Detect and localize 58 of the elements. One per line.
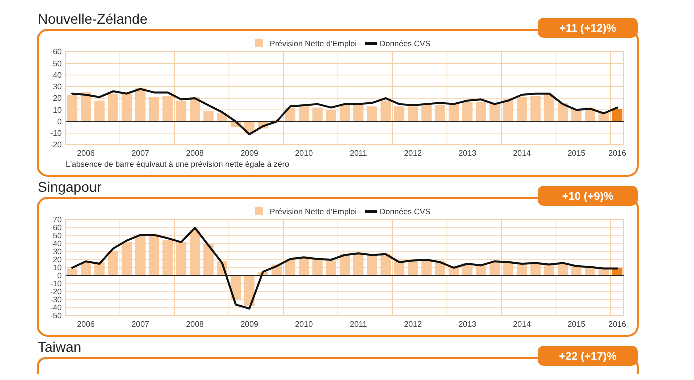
x-tick-label: 2010 (295, 149, 314, 158)
y-tick-label: -10 (50, 280, 63, 289)
legend-label: Prévision Nette d'Emploi (270, 40, 358, 49)
legend-label: Prévision Nette d'Emploi (270, 208, 358, 217)
x-tick-label: 2007 (132, 149, 150, 158)
y-tick-label: 10 (53, 264, 63, 273)
y-tick-label: 40 (53, 240, 63, 249)
y-tick-label: 60 (53, 48, 63, 57)
x-tick-label: 2015 (568, 149, 586, 158)
y-tick-label: -20 (50, 140, 63, 150)
y-tick-label: 0 (58, 272, 63, 281)
text: +10 (+9)% (562, 190, 614, 203)
x-tick-label: 2007 (132, 320, 150, 329)
text: L'absence de barre équivaut à une prévision nette égale à zéro (66, 160, 290, 169)
x-tick-label: 2014 (513, 149, 532, 158)
x-tick-label: 2009 (240, 149, 260, 158)
text: +22 (+17)% (559, 350, 617, 363)
y-tick-label: 10 (53, 106, 63, 115)
y-tick-label: -20 (50, 288, 63, 297)
y-tick-label: 0 (58, 117, 63, 126)
x-tick-label: 2006 (77, 149, 96, 158)
x-tick-label: 2010 (295, 320, 314, 329)
x-tick-label: 2006 (77, 320, 96, 329)
y-tick-label: -50 (50, 312, 63, 321)
chart-title: Nouvelle-Zélande (38, 11, 148, 27)
y-tick-label: 30 (53, 82, 63, 92)
x-tick-label: 2011 (350, 149, 368, 158)
text: +11 (+12)% (560, 22, 617, 35)
y-tick-label: -30 (50, 296, 63, 305)
x-tick-label: 2013 (458, 320, 478, 329)
x-tick-label: 2012 (404, 149, 423, 158)
x-tick-label: 2008 (186, 149, 205, 158)
y-tick-label: 50 (53, 232, 63, 241)
x-tick-label: 2016 (608, 149, 627, 158)
y-tick-label: -40 (50, 304, 63, 313)
y-tick-label: -10 (50, 129, 63, 138)
y-tick-label: 20 (53, 256, 63, 265)
x-tick-label: 2014 (513, 320, 532, 329)
line-series (71, 227, 619, 310)
bar (612, 108, 623, 122)
x-tick-label: 2011 (350, 320, 368, 329)
x-tick-label: 2016 (608, 320, 627, 329)
y-tick-label: 20 (53, 94, 63, 104)
y-tick-label: 40 (53, 70, 63, 80)
x-tick-label: 2015 (568, 320, 586, 329)
y-tick-label: 60 (53, 224, 63, 233)
y-tick-label: 50 (53, 59, 63, 68)
line-series (71, 88, 619, 136)
text: Taiwan (38, 339, 82, 355)
x-tick-label: 2009 (240, 320, 260, 329)
chart-title: Singapour (38, 179, 102, 195)
x-tick-label: 2008 (186, 320, 205, 329)
y-tick-label: 70 (53, 216, 63, 225)
legend-label: Données CVS (380, 208, 431, 217)
legend-label: Données CVS (380, 40, 431, 49)
x-tick-label: 2012 (404, 320, 423, 329)
x-tick-label: 2013 (458, 149, 478, 158)
y-tick-label: 30 (53, 248, 63, 257)
